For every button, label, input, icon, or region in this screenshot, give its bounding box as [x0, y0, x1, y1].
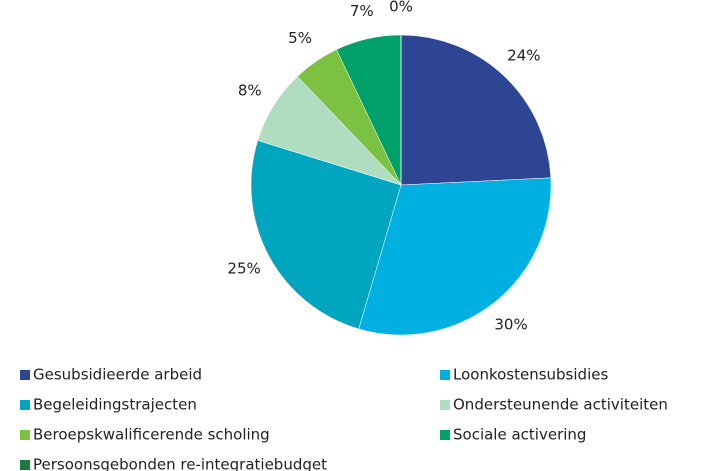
legend-swatch — [440, 430, 450, 440]
legend-swatch — [20, 370, 30, 380]
data-label: 30% — [494, 315, 527, 333]
legend-label: Loonkostensubsidies — [453, 366, 608, 384]
data-label: 25% — [227, 260, 260, 278]
legend-label: Gesubsidieerde arbeid — [33, 366, 202, 384]
legend-swatch — [440, 400, 450, 410]
legend-label: Persoonsgebonden re-integratiebudget — [33, 456, 327, 471]
legend-label: Sociale activering — [453, 426, 586, 444]
data-label: 24% — [507, 47, 540, 65]
data-label: 5% — [288, 29, 312, 47]
legend-swatch — [440, 370, 450, 380]
pie-slice — [250, 140, 402, 330]
pie-slice — [400, 34, 552, 186]
legend-swatch — [20, 400, 30, 410]
legend-swatch — [20, 460, 30, 470]
legend-label: Ondersteunende activiteiten — [453, 396, 668, 414]
legend-label: Begeleidingstrajecten — [33, 396, 197, 414]
data-label: 8% — [238, 82, 262, 100]
data-label: 7% — [350, 2, 374, 20]
pie-slice — [358, 177, 552, 336]
legend-label: Beroepskwalificerende scholing — [33, 426, 270, 444]
data-label: 0% — [389, 0, 413, 16]
legend-swatch — [20, 430, 30, 440]
